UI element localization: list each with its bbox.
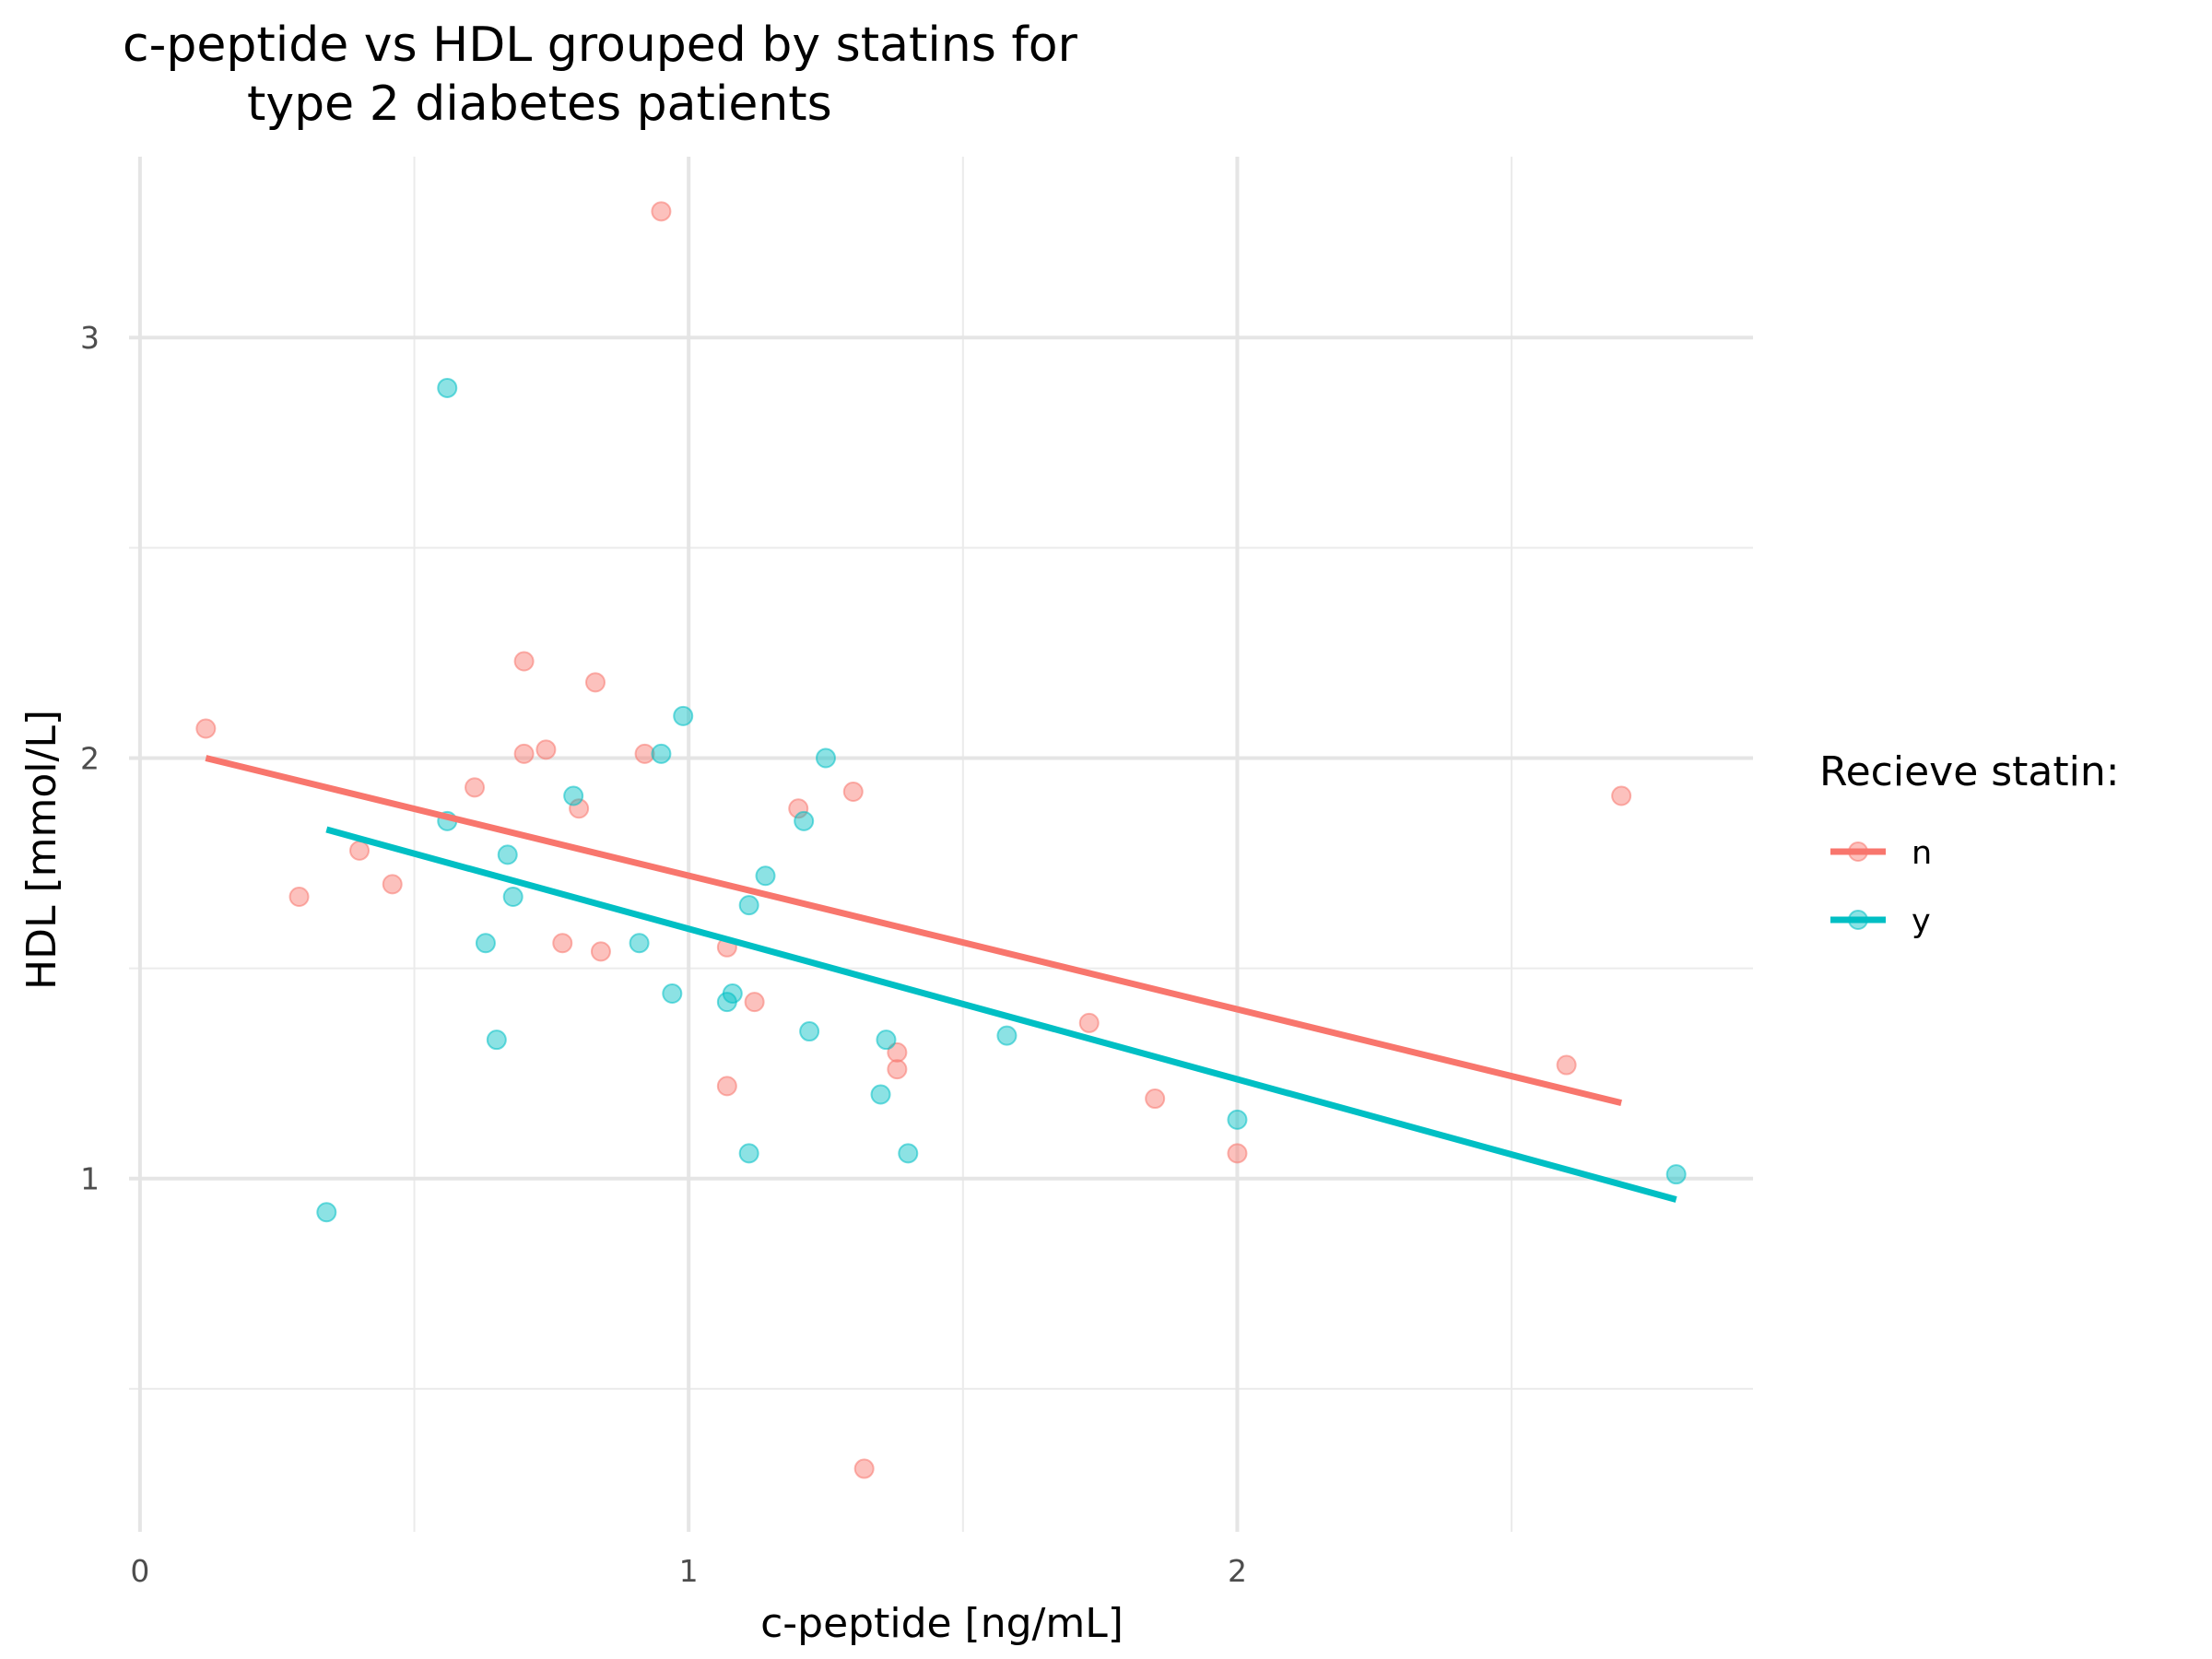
point-n [584,672,606,693]
point-y [629,933,650,954]
point-n [552,933,573,954]
point-y [497,844,518,865]
point-n [788,798,809,819]
point-y [898,1143,919,1164]
y-tick-label: 3 [80,320,100,356]
point-y [755,865,776,887]
point-n [349,840,371,861]
x-axis-ticks: 0 1 2 [130,1553,1247,1589]
point-y [437,377,458,398]
point-n [569,798,590,819]
x-tick-label: 2 [1228,1553,1247,1589]
point-y [486,1030,507,1051]
legend-label-n: n [1912,835,1932,872]
y-axis-ticks: 1 2 3 [80,320,100,1197]
point-n [1078,1012,1100,1033]
y-tick-label: 2 [80,740,100,776]
point-y [502,887,524,908]
point-y [876,1030,897,1051]
point-n [513,651,535,672]
legend-title: Recieve statin: [1819,748,2120,795]
point-n [1227,1143,1248,1164]
y-axis-label: HDL [mmol/L] [18,710,65,990]
point-n [535,739,557,760]
point-n [842,781,864,802]
point-n [716,1076,737,1097]
legend-label-y: y [1912,903,1931,940]
fit-line-y [325,826,1677,1203]
chart-title-line2: type 2 diabetes patients [247,76,832,132]
legend-key-point-y [1848,910,1868,930]
point-n [1556,1054,1577,1076]
point-y [316,1202,337,1223]
point-n [590,941,611,962]
point-n [195,718,217,739]
x-tick-label: 0 [130,1553,149,1589]
point-y [870,1084,891,1105]
legend-key-point-n [1848,841,1868,862]
point-y [722,982,743,1004]
point-y [673,705,694,726]
fit-lines [205,755,1677,1203]
point-y [1665,1164,1687,1185]
point-y [662,982,683,1004]
point-y [996,1025,1018,1046]
point-y [815,747,836,769]
legend: Recieve statin: ny [1819,748,2120,940]
point-y [799,1021,820,1042]
point-y [738,895,759,916]
x-axis-label: c-peptide [ng/mL] [760,1600,1124,1647]
point-n [887,1041,908,1063]
point-y [794,810,815,831]
point-n [853,1458,875,1479]
point-n [651,201,672,222]
point-y [738,1143,759,1164]
fit-line-n [205,755,1622,1107]
x-tick-label: 1 [679,1553,699,1589]
point-n [887,1059,908,1080]
point-n [744,992,765,1013]
data-points [195,201,1687,1479]
point-y [1227,1109,1248,1130]
point-y [563,785,584,806]
point-n [513,743,535,764]
y-tick-label: 1 [80,1161,100,1197]
point-y [475,933,496,954]
point-n [288,887,310,908]
plot-grid [129,157,1753,1532]
point-n [1145,1088,1166,1110]
point-n [634,743,655,764]
point-n [1611,785,1632,806]
chart-title: c-peptide vs HDL grouped by statins for [123,18,1078,73]
point-n [465,777,486,798]
point-n [382,874,403,895]
point-y [651,743,672,764]
